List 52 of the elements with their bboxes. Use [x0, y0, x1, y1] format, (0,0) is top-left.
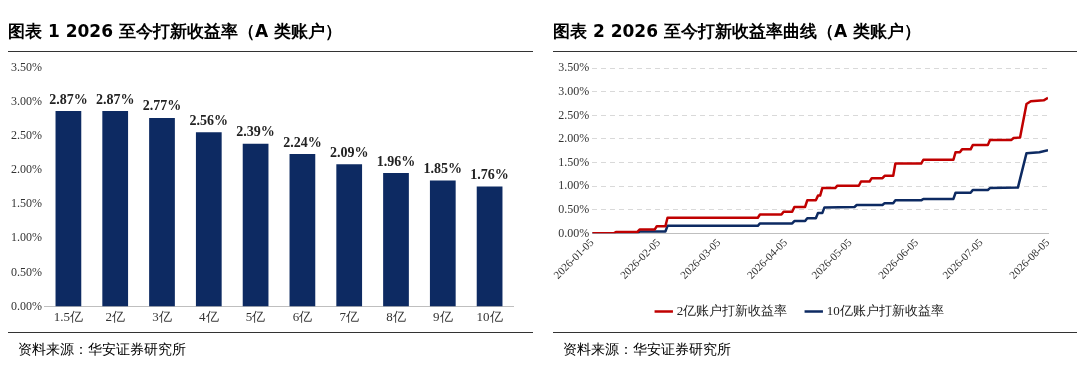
chart-title: 图表 1 2026 至今打新收益率（A 类账户） — [8, 8, 533, 52]
data-label: 1.96% — [376, 153, 416, 169]
y-tick-label: 1.50% — [558, 154, 590, 169]
data-label: 2.56% — [189, 112, 229, 128]
y-tick-label: 0.50% — [11, 264, 42, 279]
data-label: 1.76% — [470, 167, 509, 183]
bar — [195, 132, 222, 307]
bar — [55, 111, 82, 307]
x-tick-label: 6亿 — [292, 308, 313, 324]
bar — [102, 111, 129, 307]
bar — [383, 173, 409, 307]
bar — [429, 180, 456, 307]
x-tick-label: 5亿 — [245, 308, 266, 324]
x-tick-label: 1.5亿 — [53, 308, 84, 324]
x-tick-label: 10亿 — [476, 308, 503, 324]
data-label: 2.87% — [95, 91, 135, 107]
y-tick-label: 3.00% — [558, 83, 590, 98]
bar — [242, 143, 269, 307]
legend-label: 2亿账户打新收益率 — [676, 302, 788, 318]
y-tick-label: 1.00% — [11, 230, 42, 245]
chart-title: 图表 2 2026 至今打新收益率曲线（A 类账户） — [553, 8, 1077, 52]
data-label: 2.24% — [283, 134, 322, 150]
bar — [476, 186, 503, 307]
text: 资料来源：华安证券研究所 — [553, 332, 1077, 367]
data-label: 2.39% — [236, 124, 275, 140]
bar — [289, 153, 316, 307]
y-tick-label: 1.00% — [558, 178, 590, 193]
x-tick-label: 4亿 — [199, 308, 219, 324]
x-tick-label: 7亿 — [339, 308, 359, 324]
y-tick-label: 1.50% — [11, 196, 42, 211]
x-tick-label: 8亿 — [386, 308, 406, 324]
y-tick-label: 3.00% — [11, 94, 42, 109]
data-label: 1.85% — [423, 161, 463, 177]
y-tick-label: 3.50% — [558, 60, 590, 75]
x-tick-label: 9亿 — [433, 308, 453, 324]
legend-label: 10亿账户打新收益率 — [826, 302, 944, 318]
y-tick-label: 2.00% — [11, 162, 42, 177]
x-tick-label: 3亿 — [152, 308, 172, 324]
bar — [336, 164, 363, 307]
bar — [149, 117, 175, 307]
y-tick-label: 3.50% — [11, 60, 42, 75]
data-label: 2.87% — [49, 91, 88, 107]
text: 资料来源：华安证券研究所 — [8, 332, 533, 367]
data-label: 2.77% — [142, 98, 182, 114]
x-tick-label: 2亿 — [105, 308, 125, 324]
y-tick-label: 0.00% — [11, 298, 42, 313]
y-tick-label: 2.50% — [558, 107, 590, 122]
y-tick-label: 0.00% — [558, 225, 590, 240]
y-tick-label: 2.00% — [558, 131, 590, 146]
y-tick-label: 0.50% — [558, 201, 590, 216]
data-label: 2.09% — [329, 144, 369, 160]
y-tick-label: 2.50% — [11, 128, 42, 143]
